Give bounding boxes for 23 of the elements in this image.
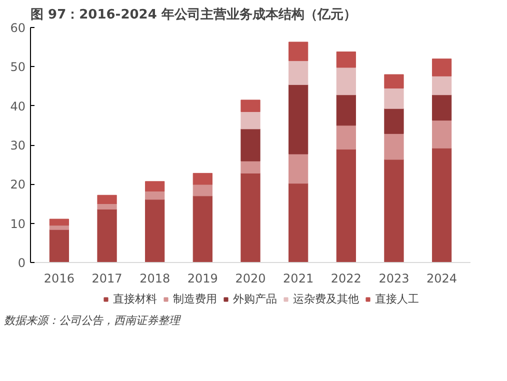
y-tick-label: 60 [10,21,26,35]
legend-label: 制造费用 [173,292,217,306]
x-tick-label: 2021 [283,272,314,286]
y-tick-label: 10 [10,216,26,231]
x-tick-label: 2018 [140,272,170,286]
x-tick-label: 2017 [92,272,122,286]
legend-label: 运杂费及其他 [293,292,359,306]
x-tick-label: 2019 [187,272,218,286]
x-tick-label: 2023 [378,272,410,286]
source-note: 数据来源：公司公告，西南证券整理 [4,313,180,329]
y-tick-label: 0 [18,256,26,270]
y-tick-label: 50 [10,60,26,74]
y-tick-label: 40 [10,99,26,114]
y-tick-label: 30 [10,138,26,152]
x-tick-label: 2016 [44,272,74,286]
legend-label: 直接材料 [113,292,157,306]
legend-label: 直接人工 [375,292,419,306]
legend-label: 外购产品 [233,292,277,306]
chart-title: 图 97：2016-2024 年公司主营业务成本结构（亿元） [30,6,356,22]
y-tick-label: 20 [10,178,26,192]
x-tick-label: 2024 [426,272,458,286]
x-tick-label: 2020 [235,272,266,286]
x-tick-label: 2022 [330,272,362,286]
